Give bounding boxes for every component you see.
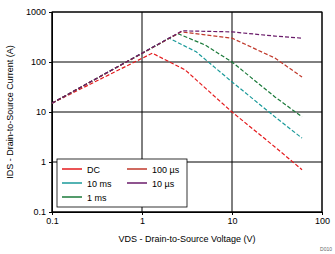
legend-swatch (127, 168, 147, 170)
y-tick: 1 (41, 157, 52, 167)
x-tick: 100 (315, 212, 330, 226)
y-axis: 0.1 1 10 100 1000 (26, 7, 53, 217)
y-tick: 1000 (26, 7, 52, 17)
series-line (52, 31, 302, 103)
legend-swatch (62, 182, 82, 184)
y-tick: 0.1 (33, 207, 52, 217)
legend-label: 10 µs (152, 179, 175, 189)
y-tick-label: 100 (31, 57, 46, 67)
y-tick-label: 10 (36, 107, 46, 117)
y-tick: 100 (31, 57, 52, 67)
x-tick-label: 1 (140, 216, 145, 226)
series-line (52, 53, 302, 170)
y-tick-label: 0.1 (33, 207, 46, 217)
legend-box (57, 159, 187, 207)
x-tick: 1 (140, 212, 145, 226)
series-line (52, 34, 302, 117)
x-tick-label: 0.1 (46, 216, 59, 226)
y-tick: 10 (36, 107, 52, 117)
x-axis-title: VDS - Drain-to-Source Voltage (V) (118, 234, 255, 244)
x-tick-label: 10 (227, 216, 237, 226)
grid (52, 12, 322, 212)
x-tick-label: 100 (315, 216, 330, 226)
y-tick-label: 1000 (26, 7, 46, 17)
x-tick: 10 (227, 212, 237, 226)
y-axis-title: IDS - Drain-to-Source Current (A) (5, 45, 15, 179)
legend-swatch (127, 182, 147, 184)
lines (52, 31, 302, 170)
y-grid-line (52, 112, 322, 113)
legend-label: 10 ms (87, 179, 112, 189)
plot-frame (52, 12, 322, 212)
annotation: D010 (320, 246, 332, 252)
legend-label: 100 µs (152, 165, 180, 175)
legend: DC 10 ms 1 ms 100 µs 10 µs (57, 159, 187, 207)
legend-label: DC (87, 165, 100, 175)
x-axis: 0.1 1 10 100 (46, 212, 330, 226)
x-tick: 0.1 (46, 212, 59, 226)
series-line (52, 32, 302, 103)
y-tick-label: 1 (41, 157, 46, 167)
chart: 0.1 1 10 100 0.1 1 10 100 1000 DC 10 ms 1 ms 100 µs 1… (0, 0, 335, 254)
legend-label: 1 ms (87, 193, 107, 203)
x-axis-line (53, 213, 323, 216)
legend-swatch (62, 168, 82, 170)
legend-swatch (62, 196, 82, 198)
